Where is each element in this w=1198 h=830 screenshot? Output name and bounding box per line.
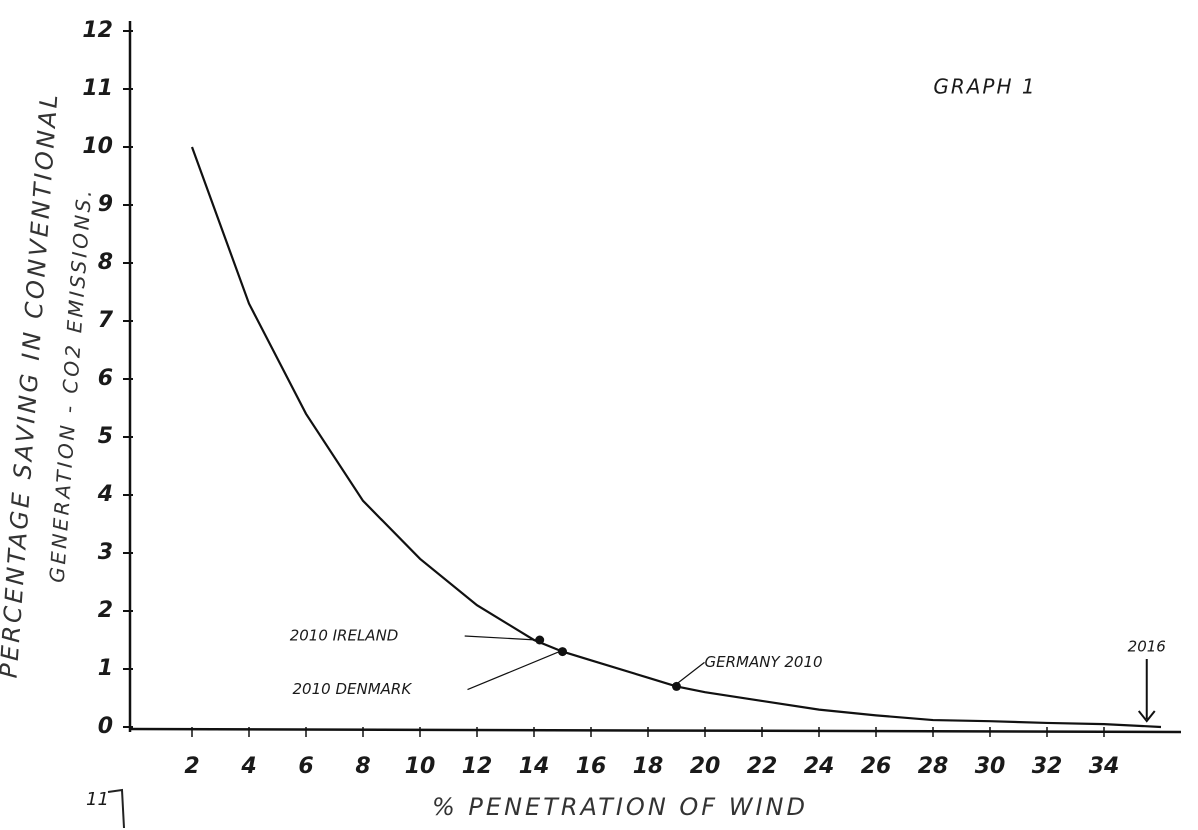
x-tick-label: 24 xyxy=(804,754,835,779)
footer-mark: 11 xyxy=(86,789,109,810)
y-tick-label: 10 xyxy=(82,134,113,159)
x-tick-label: 34 xyxy=(1089,754,1120,779)
y-tick-label: 6 xyxy=(98,366,113,391)
annotation-label: GERMANY 2010 xyxy=(705,653,823,671)
annotation-leader xyxy=(674,662,705,686)
x-axis xyxy=(130,729,1181,732)
x-tick-label: 18 xyxy=(633,754,664,779)
x-tick-label: 6 xyxy=(298,754,313,779)
annotation-leader xyxy=(468,652,560,690)
x-tick-label: 30 xyxy=(975,754,1006,779)
annotation-label: 2010 DENMARK xyxy=(293,680,413,698)
y-tick-label: 11 xyxy=(82,76,113,101)
x-tick-label: 12 xyxy=(462,754,493,779)
x-tick-label: 2 xyxy=(184,754,199,779)
y-tick-label: 5 xyxy=(98,424,113,449)
annotation-label: 2010 IRELAND xyxy=(290,627,399,645)
chart: GRAPH 1 % PENETRATION OF WIND PERCENTAGE… xyxy=(0,0,1198,830)
y-tick-label: 4 xyxy=(97,482,113,507)
annotation-leader xyxy=(465,636,537,640)
y-tick-label: 12 xyxy=(82,18,113,43)
y-tick-label: 9 xyxy=(98,192,113,217)
chart-title: GRAPH 1 xyxy=(933,75,1036,99)
y-tick-label: 2 xyxy=(98,598,113,623)
x-tick-label: 16 xyxy=(576,754,607,779)
x-tick-label: 8 xyxy=(355,754,370,779)
y-axis-title: PERCENTAGE SAVING IN CONVENTIONAL xyxy=(0,91,63,679)
x-axis-title: % PENETRATION OF WIND xyxy=(432,793,808,821)
y-tick-label: 0 xyxy=(98,714,113,739)
annotation-label: 2016 xyxy=(1128,638,1166,656)
x-tick-label: 22 xyxy=(747,754,778,779)
x-tick-label: 20 xyxy=(690,754,721,779)
y-tick-label: 8 xyxy=(98,250,113,275)
x-tick-label: 10 xyxy=(405,754,436,779)
bracket xyxy=(108,790,124,828)
y-tick-label: 3 xyxy=(98,540,113,565)
x-tick-label: 26 xyxy=(861,754,892,779)
x-tick-label: 32 xyxy=(1032,754,1063,779)
y-tick-label: 7 xyxy=(98,308,114,333)
x-tick-label: 14 xyxy=(519,754,550,779)
annotation-point xyxy=(672,682,681,691)
x-tick-label: 28 xyxy=(918,754,949,779)
x-tick-label: 4 xyxy=(240,754,256,779)
y-tick-label: 1 xyxy=(98,656,113,681)
